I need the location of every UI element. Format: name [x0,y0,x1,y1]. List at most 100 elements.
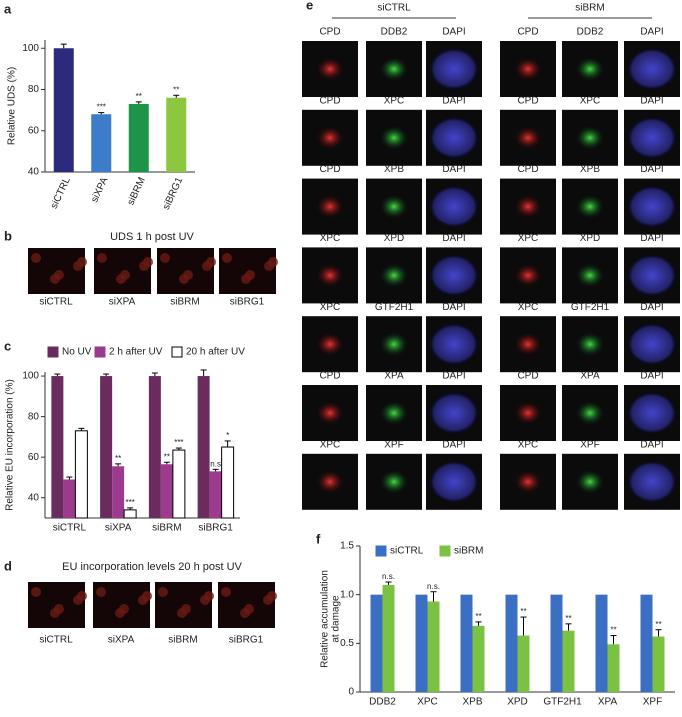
bar [640,594,653,692]
x-tick-label: siBRG1 [161,175,186,211]
legend-swatch [171,346,183,358]
legend-label: No UV [62,347,92,358]
bar [370,594,383,692]
image-label: siCTRL [39,297,73,308]
cell [115,608,125,618]
channel-label: DAPI [442,439,465,450]
nucleus [626,391,678,435]
channel-label: XPD [580,233,601,244]
x-tick-label: XPA [598,697,618,708]
nucleus [380,401,408,425]
significance-label: ** [115,454,121,463]
image-label: siBRG1 [230,297,265,308]
y-tick-label: 40 [28,492,40,503]
y-tick-label: 1.5 [340,541,354,552]
channel-label: CPD [517,371,538,382]
bar [53,48,74,172]
channel-label: CPD [319,27,340,38]
legend-label: 20 h after UV [186,347,245,358]
nucleus [428,185,480,229]
panel-letter: a [4,1,12,16]
cell [96,587,106,597]
bar [415,594,428,692]
bar [221,446,235,519]
cell [240,608,250,618]
cell [50,274,60,284]
panel-letter: e [306,0,313,12]
bar [427,601,440,692]
y-tick-label: 100 [22,371,39,382]
nucleus [514,125,542,150]
channel-label: XPD [384,233,405,244]
cell [221,587,231,597]
channel-label: DAPI [442,371,465,382]
nucleus [514,57,542,81]
channel-label: XPC [580,95,601,106]
bar [550,594,563,692]
channel-label: DDB2 [577,27,604,38]
bar [123,509,137,519]
channel-label: CPD [319,95,340,106]
legend-swatch [439,545,451,557]
channel-label: GTF2H1 [571,302,610,313]
channel-label: CPD [319,371,340,382]
significance-label: ** [520,607,526,616]
nucleus [514,469,542,494]
y-axis-label: Relative accumulation [320,570,331,668]
nucleus [576,194,604,219]
channel-label: DAPI [640,302,663,313]
nucleus [428,47,480,91]
y-axis-label: Relative EU incorporation (%) [5,379,16,511]
nucleus [514,263,542,288]
channel-label: XPF [580,439,599,450]
bar [652,636,665,692]
channel-label: DAPI [442,233,465,244]
cell [138,595,148,605]
channel-label: XPA [384,371,404,382]
y-tick-label: 40 [28,167,40,178]
significance-label: *** [174,438,183,447]
x-tick-label: GTF2H1 [543,697,582,708]
panel-letter: b [4,228,12,243]
cell [97,253,107,263]
significance-label: ** [610,626,616,635]
panel-title: EU incorporation levels 20 h post UV [62,561,242,573]
x-tick-label: DDB2 [369,697,396,708]
nucleus [576,57,604,81]
nucleus [428,391,480,435]
cell [160,253,170,263]
nucleus [428,116,480,160]
significance-label: n.s [210,459,221,468]
significance-label: ** [164,452,170,461]
nucleus [514,401,542,425]
nucleus [316,469,344,494]
nucleus [626,116,678,160]
x-tick-label: XPD [507,697,528,708]
bar [595,594,608,692]
channel-label: CPD [319,164,340,175]
nucleus [316,401,344,425]
image-label: siBRG1 [229,635,264,646]
nucleus [380,332,408,357]
group-title: siBRM [575,3,604,14]
y-tick-label: 60 [28,452,40,463]
cell [241,274,251,284]
channel-label: DAPI [442,27,465,38]
nucleus [428,253,480,297]
bar [562,630,575,692]
nucleus [316,194,344,219]
legend-label: 2 h after UV [109,347,163,358]
bar [112,466,125,518]
x-tick-label: XPC [417,697,438,708]
x-tick-label: siBRM [152,523,181,534]
x-tick-label: siXPA [105,523,132,534]
legend-swatch [375,545,387,557]
cell [202,261,212,271]
cell [263,595,273,605]
channel-label: DAPI [640,439,663,450]
x-tick-label: siBRG1 [198,523,233,534]
cell [73,595,83,605]
y-tick-label: 80 [28,411,40,422]
significance-label: ** [136,92,142,101]
y-tick-label: 1.0 [340,589,354,600]
